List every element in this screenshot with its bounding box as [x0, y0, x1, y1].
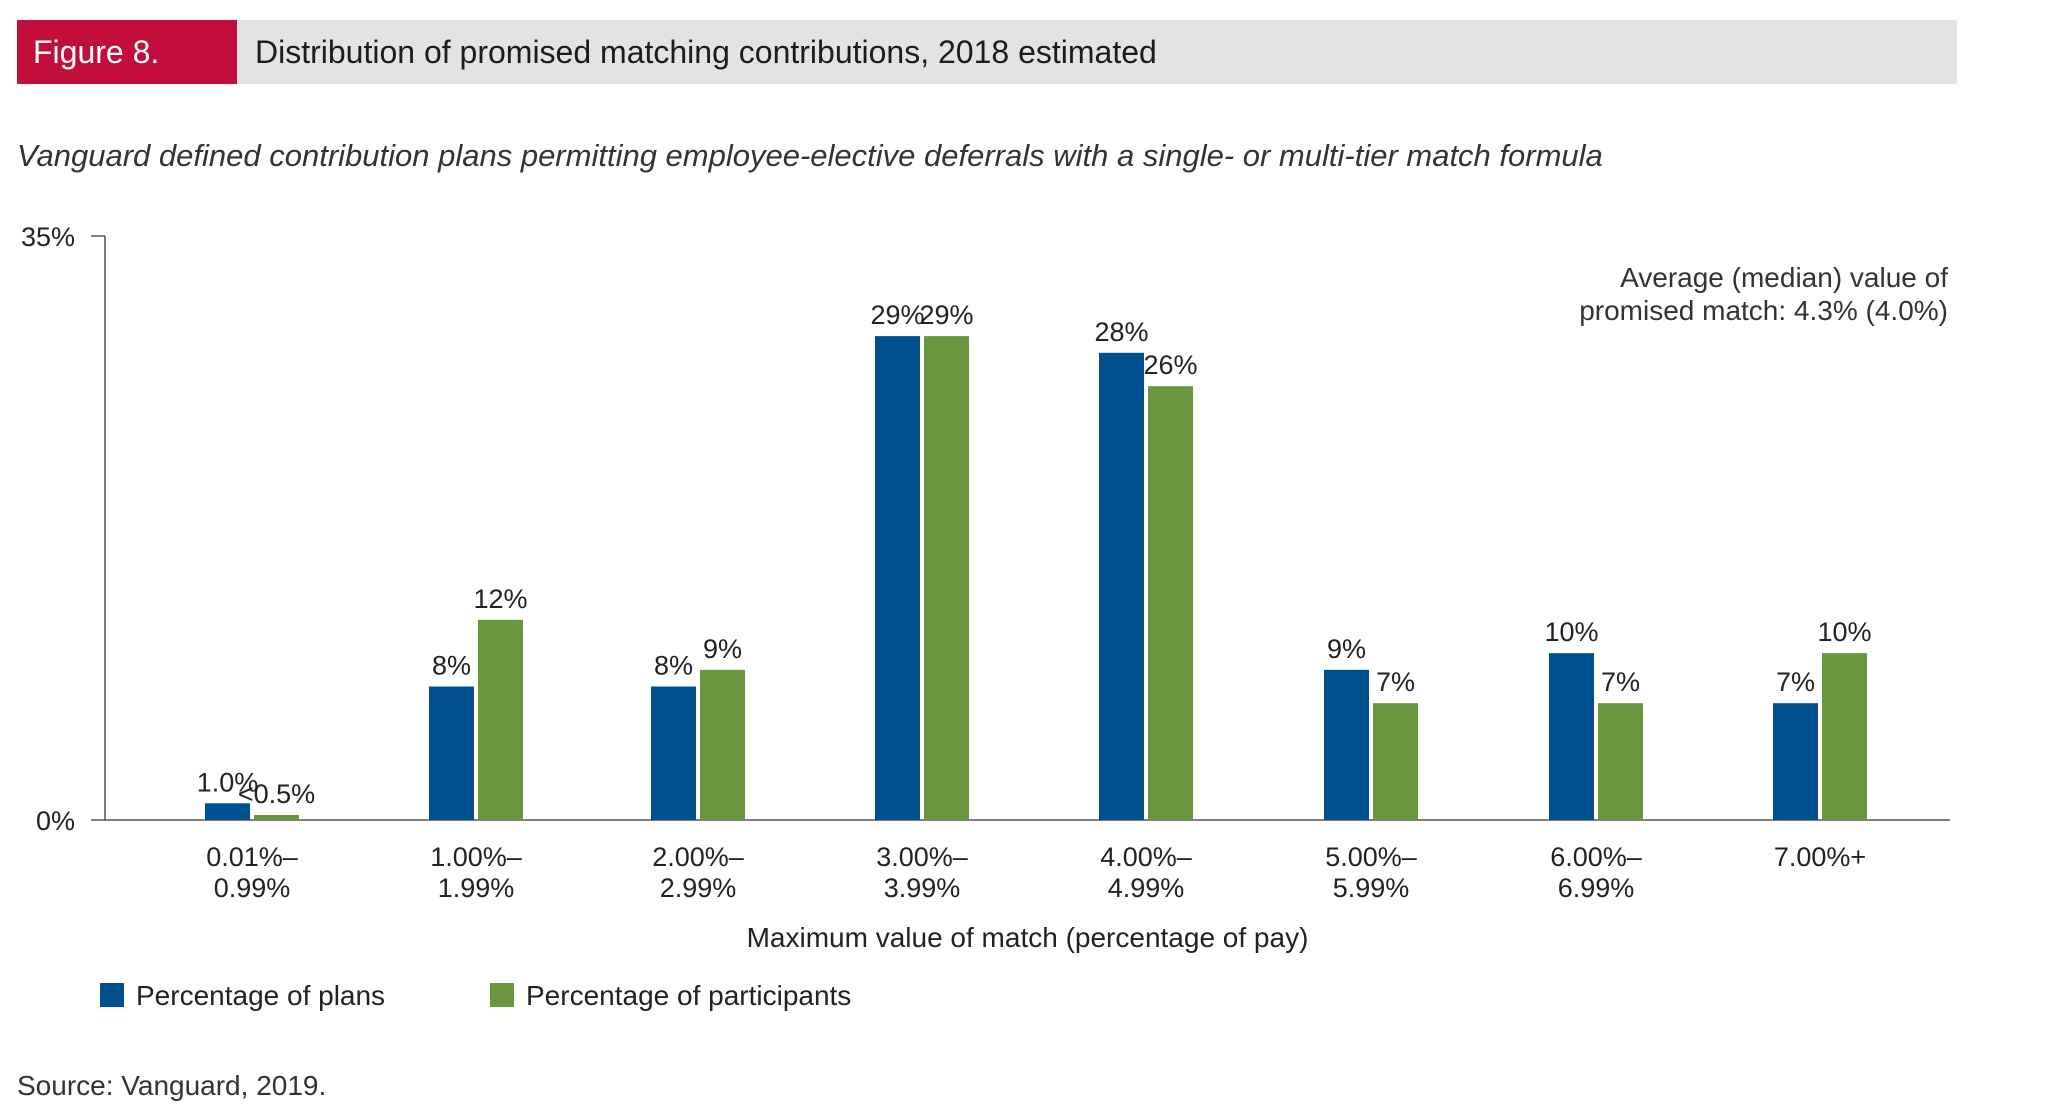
bar-participants [700, 669, 745, 820]
chart-subtitle: Vanguard defined contribution plans perm… [17, 138, 1603, 173]
x-tick-label: 4.00%– [1100, 842, 1192, 872]
x-tick-label: 6.99% [1558, 873, 1635, 903]
data-label: 10% [1544, 617, 1598, 647]
data-label: 29% [919, 300, 973, 330]
figure-label: Figure 8. [17, 20, 237, 84]
bar-participants [1373, 703, 1418, 820]
data-label: 7% [1376, 667, 1415, 697]
bar-chart: 0%35%1.0%8% 8%29%28%9%10%7%<0.5%12%9%29%2… [21, 222, 1950, 1011]
x-tick-label: 0.99% [214, 873, 291, 903]
bar-participants [924, 336, 969, 820]
x-tick-label: 1.00%– [430, 842, 522, 872]
data-label: 9% [1327, 634, 1366, 664]
data-label: 7% [1601, 667, 1640, 697]
y-tick-label: 35% [21, 222, 75, 252]
data-label: <0.5% [238, 779, 315, 809]
x-tick-label: 5.99% [1333, 873, 1410, 903]
bar-participants [1598, 703, 1643, 820]
bar-plans [205, 803, 250, 820]
bar-participants [1148, 386, 1193, 820]
source-note: Source: Vanguard, 2019. [17, 1070, 327, 1101]
x-tick-label: 2.99% [660, 873, 737, 903]
x-tick-label: 3.99% [884, 873, 961, 903]
bar-plans [875, 336, 920, 820]
data-label: 8% [432, 651, 471, 681]
x-tick-label: 1.99% [438, 873, 515, 903]
bar-plans [1099, 352, 1144, 820]
bar-plans [1773, 703, 1818, 820]
bar-plans [429, 686, 474, 820]
legend-label-plans: Percentage of plans [136, 980, 385, 1011]
data-label: 7% [1776, 667, 1815, 697]
bar-plans [1324, 669, 1369, 820]
median-annotation: Average (median) value of [1620, 262, 1948, 293]
x-tick-label: 4.99% [1108, 873, 1185, 903]
median-annotation: promised match: 4.3% (4.0%) [1579, 295, 1948, 326]
x-tick-label: 3.00%– [876, 842, 968, 872]
bar-participants [1822, 653, 1867, 820]
x-tick-label: 5.00%– [1325, 842, 1417, 872]
legend-swatch-plans [100, 983, 124, 1007]
x-tick-label: 6.00%– [1550, 842, 1642, 872]
data-label: 28% [1094, 317, 1148, 347]
bar-participants [254, 814, 299, 820]
x-tick-label: 0.01%– [206, 842, 298, 872]
data-label: 26% [1143, 350, 1197, 380]
bar-participants [478, 619, 523, 820]
data-label: 12% [473, 584, 527, 614]
bar-plans [651, 686, 696, 820]
y-tick-label: 0% [36, 806, 75, 836]
bar-plans [1549, 653, 1594, 820]
legend-label-participants: Percentage of participants [526, 980, 851, 1011]
x-axis-title: Maximum value of match (percentage of pa… [747, 922, 1309, 953]
data-label: 1.0% [197, 767, 259, 797]
x-tick-label: 2.00%– [652, 842, 744, 872]
legend-swatch-participants [490, 983, 514, 1007]
data-label: 9% [703, 634, 742, 664]
x-tick-label: 7.00%+ [1774, 842, 1866, 872]
data-label: 8% [654, 651, 693, 681]
data-label: 10% [1817, 617, 1871, 647]
data-label: 29% [870, 300, 924, 330]
figure-header: Figure 8. Distribution of promised match… [17, 20, 1957, 84]
figure-title: Distribution of promised matching contri… [255, 34, 1157, 70]
